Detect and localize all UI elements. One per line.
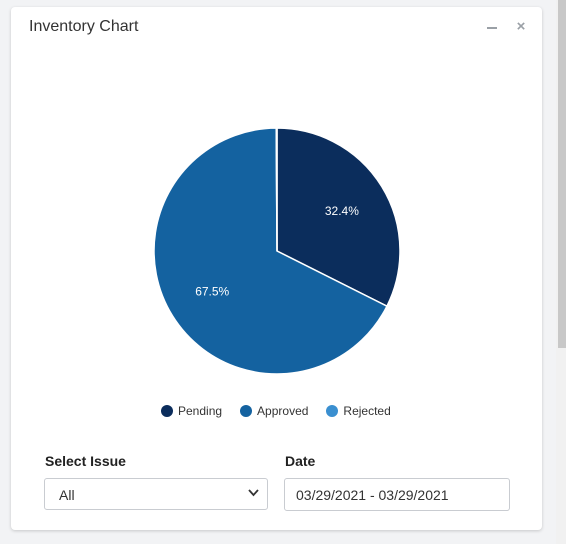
chevron-down-icon <box>248 489 259 497</box>
select-issue-value: All <box>59 487 75 503</box>
pie-slices <box>153 127 401 375</box>
legend-label-approved: Approved <box>257 404 309 418</box>
inventory-chart-card: Inventory Chart × 32.4% 67.5% Pending App… <box>11 7 542 530</box>
date-range-value: 03/29/2021 - 03/29/2021 <box>296 487 449 503</box>
pie-labels: 32.4% 67.5% <box>195 204 359 298</box>
legend-item-approved[interactable]: Approved <box>240 404 308 418</box>
minimize-icon[interactable] <box>485 19 499 35</box>
chart-legend: Pending Approved Rejected <box>161 404 391 418</box>
legend-label-pending: Pending <box>178 404 223 418</box>
legend-item-pending[interactable]: Pending <box>161 404 222 418</box>
legend-item-rejected[interactable]: Rejected <box>326 404 391 418</box>
legend-label-rejected: Rejected <box>343 404 391 418</box>
legend-dot-approved <box>240 405 253 417</box>
scrollbar-thumb[interactable] <box>558 0 566 348</box>
close-icon[interactable]: × <box>516 18 526 35</box>
date-label: Date <box>285 453 316 469</box>
card-title: Inventory Chart <box>29 18 139 35</box>
legend-dot-pending <box>161 405 173 417</box>
pie-slice-approved[interactable] <box>153 127 388 375</box>
pie-chart: 32.4% 67.5% <box>153 127 401 375</box>
pie-label-pending: 32.4% <box>325 204 359 218</box>
date-range-input[interactable]: 03/29/2021 - 03/29/2021 <box>284 478 510 511</box>
select-issue-label: Select Issue <box>45 453 126 469</box>
select-issue-dropdown[interactable]: All <box>44 478 268 510</box>
legend-dot-rejected <box>326 405 339 417</box>
pie-slice-rejected[interactable] <box>275 127 278 252</box>
pie-label-approved: 67.5% <box>195 284 229 298</box>
pie-slice-pending[interactable] <box>276 127 401 308</box>
